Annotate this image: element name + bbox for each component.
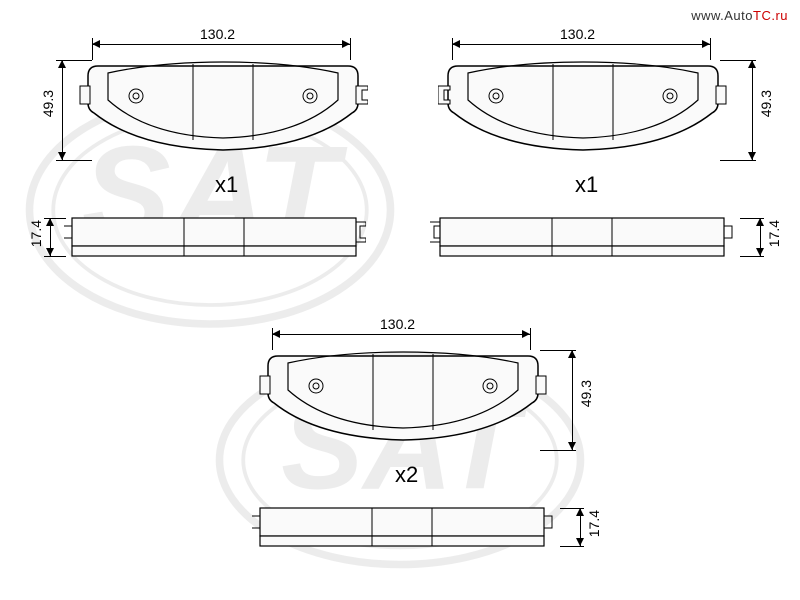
qty-x1-tr: x1 <box>575 172 598 198</box>
dim-line-h-tl <box>62 60 63 160</box>
arrow <box>702 40 710 48</box>
arrow <box>272 330 280 338</box>
arrow <box>568 350 576 358</box>
arrow <box>452 40 460 48</box>
dim-line-h-b <box>572 350 573 450</box>
dim-line-w-tr <box>452 44 710 45</box>
clip-right <box>430 216 734 260</box>
ext-line <box>92 38 93 60</box>
dim-height-b: 49.3 <box>578 380 594 407</box>
arrow <box>748 60 756 68</box>
dim-clip-r: 17.4 <box>766 220 782 247</box>
dim-line-h-tr <box>752 60 753 160</box>
ext-line <box>272 328 273 350</box>
dim-line-w-b <box>272 334 530 335</box>
dim-line-w-tl <box>92 44 350 45</box>
dim-width-tr: 130.2 <box>560 26 595 42</box>
arrow <box>568 442 576 450</box>
dim-clip-l: 17.4 <box>28 220 44 247</box>
brake-pad-bottom <box>258 348 548 452</box>
arrow <box>58 60 66 68</box>
dim-width-b: 130.2 <box>380 316 415 332</box>
arrow <box>576 538 584 546</box>
url-prefix: www.Auto <box>691 8 753 23</box>
dim-clip-b: 17.4 <box>586 510 602 537</box>
arrow <box>92 40 100 48</box>
arrow <box>522 330 530 338</box>
qty-x1-tl: x1 <box>215 172 238 198</box>
arrow <box>756 248 764 256</box>
ext-line <box>560 508 584 509</box>
qty-x2-b: x2 <box>395 462 418 488</box>
arrow <box>748 152 756 160</box>
dim-height-tl: 49.3 <box>40 90 56 117</box>
arrow <box>576 508 584 516</box>
brake-pad-top-left <box>78 58 368 162</box>
ext-line <box>350 38 351 60</box>
clip-left <box>62 216 366 260</box>
ext-line <box>740 256 764 257</box>
ext-line <box>710 38 711 60</box>
dim-height-tr: 49.3 <box>758 90 774 117</box>
ext-line <box>740 218 764 219</box>
arrow <box>46 218 54 226</box>
ext-line <box>530 328 531 350</box>
arrow <box>342 40 350 48</box>
site-url: www.AutoTC.ru <box>691 8 788 23</box>
ext-line <box>560 546 584 547</box>
url-suffix: TC.ru <box>753 8 788 23</box>
ext-line <box>452 38 453 60</box>
clip-bottom <box>250 506 554 550</box>
arrow <box>46 248 54 256</box>
dim-width-tl: 130.2 <box>200 26 235 42</box>
arrow <box>756 218 764 226</box>
arrow <box>58 152 66 160</box>
brake-pad-top-right <box>438 58 728 162</box>
